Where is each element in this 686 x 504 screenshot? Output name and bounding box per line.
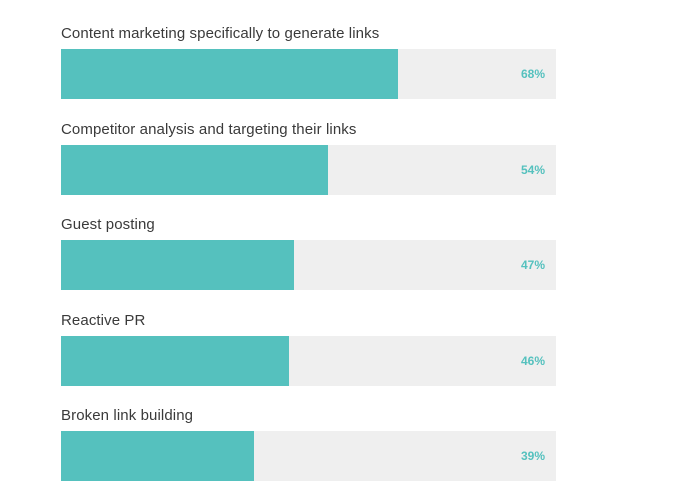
bar-label: Content marketing specifically to genera…: [61, 25, 380, 42]
bar-label: Guest posting: [61, 216, 155, 233]
bar-value-label: 54%: [520, 163, 545, 177]
bar-fill: [61, 336, 289, 386]
bar-value-label: 47%: [520, 258, 545, 272]
bar-track: 68%: [61, 49, 556, 99]
bar-label: Broken link building: [61, 407, 194, 424]
bar-track: 54%: [61, 145, 556, 195]
bar-fill: [61, 145, 329, 195]
bar-fill: [61, 49, 398, 99]
bar-value-label: 68%: [520, 67, 545, 81]
bar-label: Competitor analysis and targeting their …: [61, 121, 357, 138]
bar-track: 46%: [61, 336, 556, 386]
bar-label: Reactive PR: [61, 312, 146, 329]
bar-track: 39%: [61, 431, 556, 481]
bar-fill: [61, 431, 255, 481]
bar-fill: [61, 240, 294, 290]
bar-value-label: 46%: [520, 354, 545, 368]
bar-value-label: 39%: [520, 449, 545, 463]
bar-track: 47%: [61, 240, 556, 290]
